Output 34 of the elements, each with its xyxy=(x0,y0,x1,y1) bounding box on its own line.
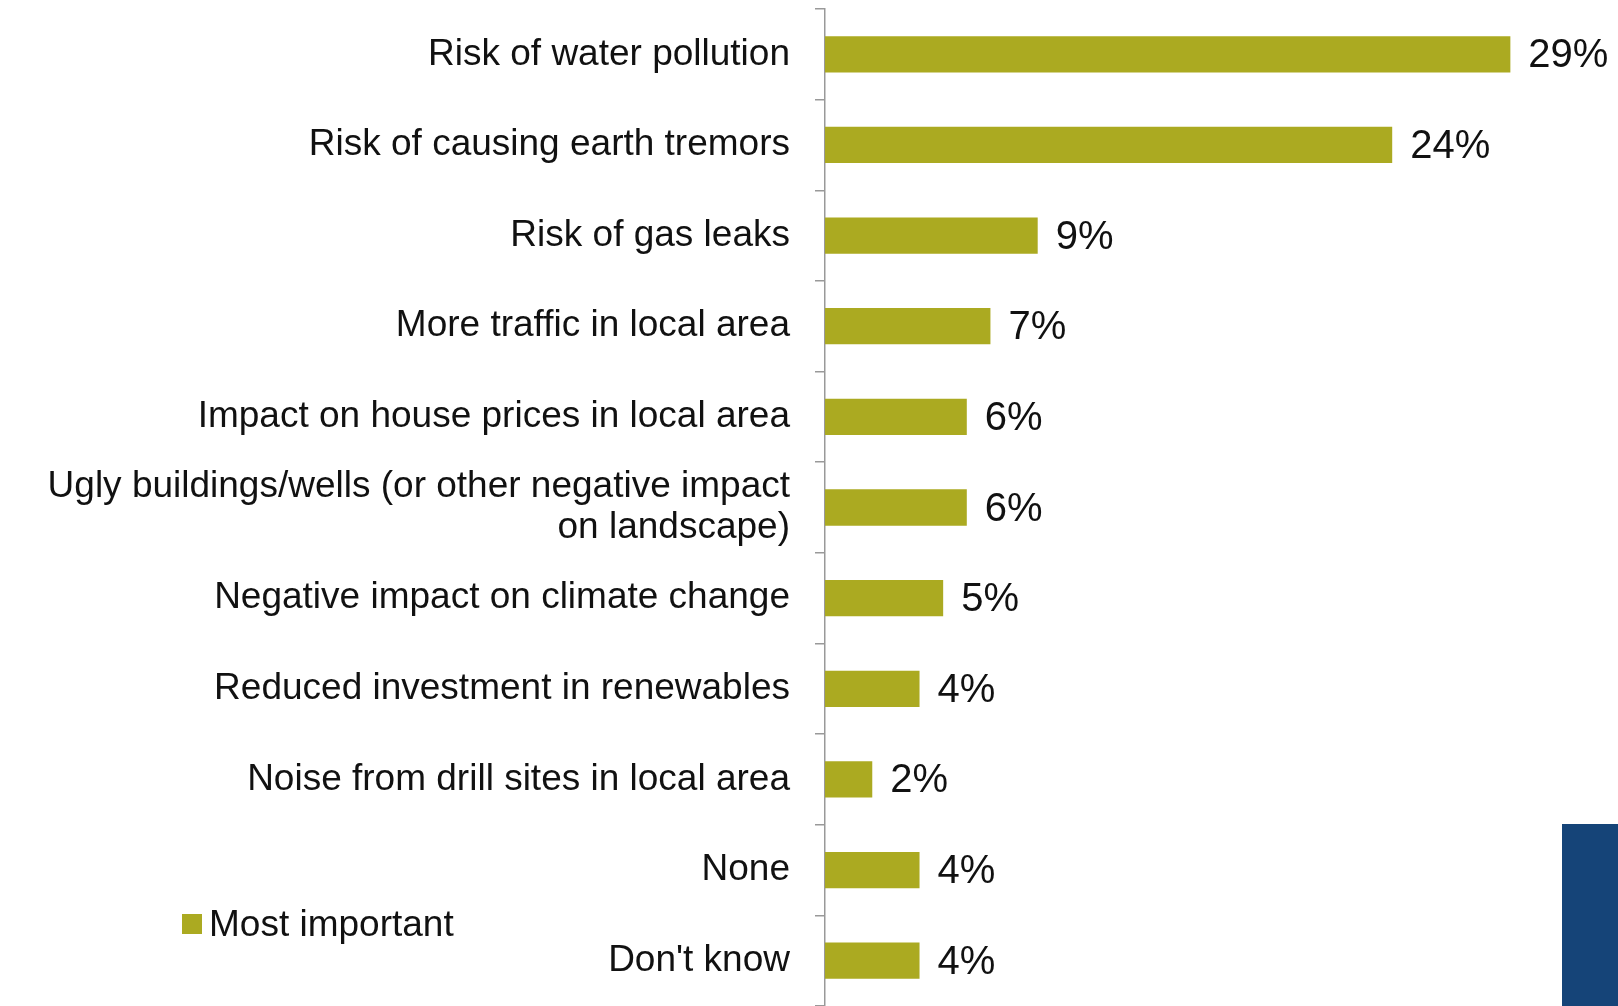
bar xyxy=(825,126,1393,164)
y-tick-label: Risk of water pollution xyxy=(428,31,790,73)
data-label: 24% xyxy=(1410,121,1491,166)
bar xyxy=(825,36,1511,73)
data-label: 7% xyxy=(1008,303,1067,348)
data-label: 6% xyxy=(984,484,1043,529)
data-label: 6% xyxy=(984,393,1043,438)
data-label: 4% xyxy=(937,665,996,710)
bar xyxy=(825,761,873,798)
data-label: 4% xyxy=(937,937,996,982)
data-label: 9% xyxy=(1055,212,1114,257)
bar xyxy=(825,398,967,435)
bar xyxy=(825,670,920,707)
y-tick-label: None xyxy=(701,847,790,889)
y-tick-label: Risk of gas leaks xyxy=(510,212,790,254)
y-tick-label: Don't know xyxy=(608,937,791,979)
bar xyxy=(825,217,1038,254)
data-label: 4% xyxy=(937,847,996,892)
bar xyxy=(825,942,920,979)
y-tick-label: Impact on house prices in local area xyxy=(197,394,791,436)
y-tick-label: Reduced investment in renewables xyxy=(214,665,790,707)
y-tick-label: Risk of causing earth tremors xyxy=(308,122,790,164)
data-label: 2% xyxy=(890,756,949,801)
y-tick-label: Noise from drill sites in local area xyxy=(247,756,791,798)
bar xyxy=(825,851,920,889)
bar xyxy=(825,489,967,526)
data-label: 5% xyxy=(961,575,1019,620)
y-tick-label: Negative impact on climate change xyxy=(214,575,790,617)
bar xyxy=(825,580,944,617)
bar xyxy=(825,308,991,345)
legend-label: Most important xyxy=(209,903,455,945)
y-tick-label: More traffic in local area xyxy=(395,303,791,345)
data-label: 29% xyxy=(1528,31,1609,76)
y-tick-label: Ugly buildings/wells (or other negative impact on landscape) xyxy=(47,464,791,547)
